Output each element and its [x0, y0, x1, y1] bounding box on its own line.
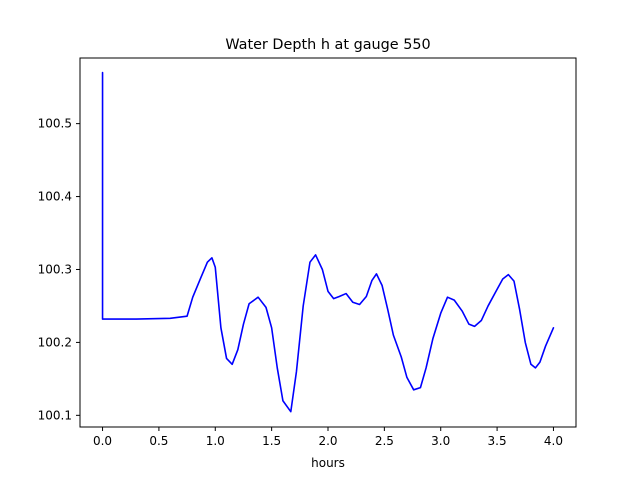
plot-area [79, 57, 577, 428]
x-tick-label: 4.0 [544, 434, 563, 448]
y-tick-label: 100.5 [38, 117, 72, 131]
x-tick-label: 1.0 [206, 434, 225, 448]
series-line-0 [101, 71, 555, 413]
x-axis-label: hours [311, 456, 345, 470]
x-tick-label: 2.5 [375, 434, 394, 448]
x-axis: 0.0 0.5 1.0 1.5 2.0 2.5 3.0 3.5 4.0 [93, 427, 563, 448]
x-tick-label: 0.0 [93, 434, 112, 448]
y-tick-label: 100.4 [38, 190, 72, 204]
y-tick-label: 100.1 [38, 408, 72, 422]
y-tick-label: 100.2 [38, 335, 72, 349]
x-tick-label: 0.5 [149, 434, 168, 448]
x-tick-label: 3.5 [488, 434, 507, 448]
y-axis: 100.1 100.2 100.3 100.4 100.5 [38, 117, 80, 422]
x-tick-label: 2.0 [318, 434, 337, 448]
x-tick-label: 1.5 [262, 434, 281, 448]
y-tick-label: 100.3 [38, 262, 72, 276]
x-tick-label: 3.0 [431, 434, 450, 448]
plot-frame [79, 57, 577, 428]
chart-title: Water Depth h at gauge 550 [225, 37, 430, 53]
